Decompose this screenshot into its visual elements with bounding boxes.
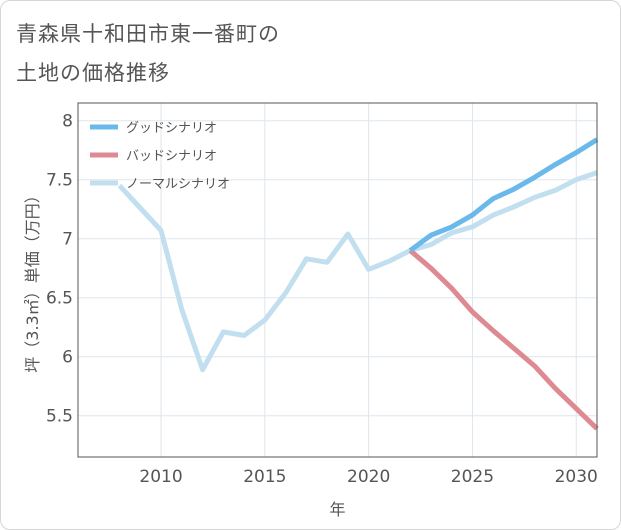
chart-title-line1: 青森県十和田市東一番町の <box>16 22 280 46</box>
y-axis-label: 坪（3.3㎡）単価（万円） <box>23 187 42 372</box>
x-tick-label: 2020 <box>347 467 390 487</box>
legend-label: バッドシナリオ <box>126 149 217 164</box>
series-line-2 <box>117 170 598 373</box>
x-axis-label: 年 <box>329 500 345 519</box>
x-tick-label: 2010 <box>139 467 182 487</box>
y-tick-label: 7 <box>62 230 73 250</box>
x-tick-label: 2025 <box>451 467 494 487</box>
chart-title-line2: 土地の価格推移 <box>16 61 170 85</box>
x-tick-label: 2030 <box>555 467 598 487</box>
y-tick-label: 5.5 <box>46 407 73 427</box>
series-line-0 <box>408 137 599 253</box>
y-tick-label: 7.5 <box>46 171 73 191</box>
y-tick-label: 6.5 <box>46 289 73 309</box>
series-lines <box>117 137 599 431</box>
y-tick-label: 6 <box>62 348 73 368</box>
tick-labels: 2010 2015 2020 2025 2030 5.5 6 6.5 7 7.5 8 <box>46 112 598 487</box>
series-line-1 <box>408 248 599 431</box>
y-tick-label: 8 <box>62 112 73 132</box>
grid-lines <box>78 103 597 457</box>
legend-label: ノーマルシナリオ <box>126 177 230 192</box>
legend-label: グッドシナリオ <box>126 121 217 136</box>
x-tick-label: 2015 <box>243 467 286 487</box>
plot-area <box>77 102 598 458</box>
